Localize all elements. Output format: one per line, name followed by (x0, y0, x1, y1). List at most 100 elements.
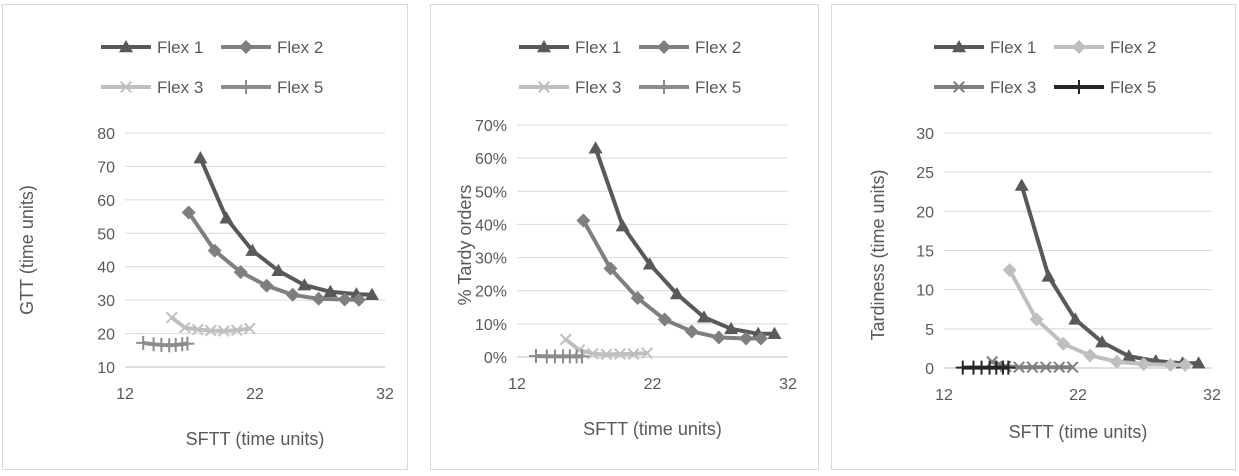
y-tick-label: 10 (97, 360, 115, 377)
legend-marker (1072, 80, 1086, 94)
data-point (323, 284, 338, 298)
series-flex-1 (588, 141, 782, 340)
legend-marker (952, 40, 966, 53)
legend-label: Flex 5 (695, 78, 741, 97)
series-flex-2 (181, 205, 366, 307)
data-point (245, 243, 260, 256)
y-tick-label: 30 (916, 126, 934, 143)
x-tick-label: 32 (376, 386, 394, 403)
series-line (198, 157, 373, 297)
y-tick-label: 15 (916, 244, 934, 261)
legend-label: Flex 5 (1110, 78, 1156, 97)
data-point (193, 151, 208, 164)
x-tick-label: 32 (1203, 387, 1221, 404)
legend-entry: Flex 2 (221, 38, 323, 57)
data-point (1083, 348, 1098, 363)
legend-marker (239, 80, 253, 94)
data-point (627, 348, 640, 360)
x-axis-title: SFTT (time units) (1009, 422, 1148, 442)
data-point (603, 261, 618, 276)
data-point (669, 287, 684, 300)
legend-entry: Flex 3 (519, 78, 621, 97)
y-tick-label: 50 (97, 226, 115, 243)
y-tick-label: 80 (97, 126, 115, 143)
data-point (615, 219, 630, 232)
data-point (614, 348, 626, 360)
series-flex-3 (986, 355, 1079, 374)
data-point (657, 312, 672, 327)
legend-label: Flex 5 (277, 78, 323, 97)
data-point (1163, 357, 1178, 372)
legend-label: Flex 2 (695, 38, 741, 57)
x-tick-label: 12 (116, 386, 134, 403)
chart-gtt: 10 20 30 40 50 60 70 80 12 22 32 SFTT (time units) G… (17, 38, 394, 449)
data-point (1053, 361, 1066, 374)
data-point (259, 278, 274, 293)
legend-marker (657, 80, 671, 94)
legend-entry: Flex 3 (934, 78, 1036, 97)
data-point (600, 348, 613, 361)
legend-marker (120, 81, 132, 93)
data-point (1056, 336, 1071, 351)
legend-entry: Flex 2 (1054, 38, 1156, 57)
data-point (165, 311, 178, 324)
chart-panel-tardiness: 0 5 10 15 20 25 30 12 22 32 SFTT (time units) Tardi… (831, 4, 1236, 470)
data-point (1178, 357, 1193, 372)
series-flex-5 (528, 349, 590, 364)
data-point (365, 287, 379, 301)
legend-marker (538, 81, 550, 93)
data-point (181, 205, 196, 220)
series-flex-2 (1002, 263, 1193, 372)
y-tick-label: 70 (97, 159, 115, 176)
x-axis-title: SFTT (time units) (186, 429, 325, 449)
x-tick-label: 12 (935, 387, 953, 404)
x-tick-label: 22 (1069, 387, 1087, 404)
y-tick-label: 30% (475, 251, 507, 268)
data-point (297, 278, 312, 291)
y-tick-label: 40 (97, 260, 115, 277)
legend-marker (1072, 40, 1086, 54)
y-tick-label: 70% (475, 118, 507, 135)
y-axis-title: Tardiness (time units) (868, 169, 888, 340)
data-point (738, 331, 753, 346)
data-point (178, 321, 191, 334)
y-tick-label: 40% (475, 217, 507, 234)
data-point (233, 265, 248, 280)
legend-label: Flex 3 (990, 78, 1036, 97)
chart-panel-gtt: 10 20 30 40 50 60 70 80 12 22 32 SFTT (time units) G… (2, 4, 408, 470)
data-point (1068, 312, 1083, 325)
chart-panel-tardy-orders: 0% 10% 20% 30% 40% 50% 60% 70% 12 22 32 SFTT (time … (430, 4, 819, 470)
data-point (285, 287, 300, 302)
data-point (586, 347, 599, 360)
legend-entry: Flex 1 (934, 38, 1036, 57)
y-tick-label: 50% (475, 184, 507, 201)
data-point (1109, 354, 1124, 369)
data-point (271, 263, 286, 276)
y-tick-label: 60 (97, 193, 115, 210)
data-point (1066, 361, 1079, 374)
data-point (352, 292, 366, 307)
series-line (593, 147, 775, 336)
y-tick-label: 5 (925, 322, 934, 339)
y-tick-label: 30 (97, 293, 115, 310)
y-tick-label: 10 (916, 283, 934, 300)
data-point (724, 321, 739, 335)
data-point (767, 326, 782, 340)
series-flex-1 (193, 151, 379, 301)
data-point (1001, 360, 1016, 375)
x-tick-label: 32 (779, 376, 797, 393)
legend-label: Flex 2 (277, 38, 323, 57)
y-tick-label: 0% (484, 350, 507, 367)
x-tick-label: 12 (508, 376, 526, 393)
data-point (1191, 356, 1206, 369)
data-point (136, 335, 151, 350)
chart-tardiness: 0 5 10 15 20 25 30 12 22 32 SFTT (time units) Tardi… (868, 38, 1221, 442)
data-point (630, 291, 645, 306)
data-point (642, 257, 657, 270)
legend-marker (119, 40, 133, 53)
data-point (204, 324, 217, 337)
legend-entry: Flex 5 (221, 78, 323, 97)
y-tick-label: 0 (925, 361, 934, 378)
y-tick-label: 60% (475, 151, 507, 168)
data-point (1014, 178, 1029, 191)
